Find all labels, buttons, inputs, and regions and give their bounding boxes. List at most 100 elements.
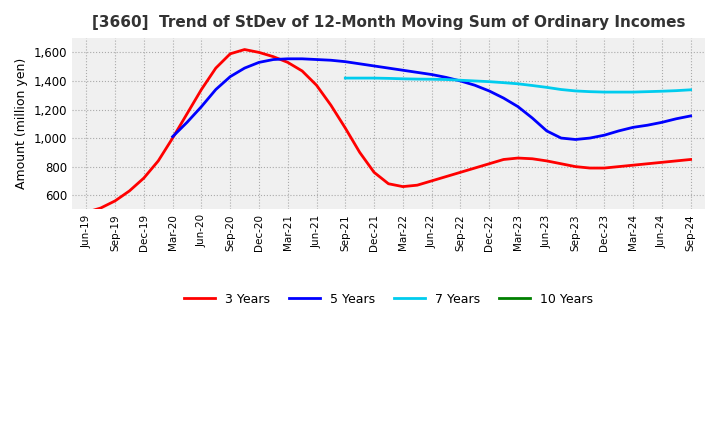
5 Years [456,78,464,84]
3 Years [399,184,408,189]
5 Years [327,58,336,63]
3 Years [427,178,436,183]
5 Years [298,56,307,62]
5 Years [413,70,421,75]
3 Years [614,164,623,169]
3 Years [643,161,652,166]
7 Years [341,75,350,81]
3 Years [140,176,148,181]
7 Years [657,88,666,94]
5 Years [585,136,594,141]
5 Years [212,87,220,92]
3 Years [413,183,421,188]
5 Years [672,116,680,121]
5 Years [168,134,177,139]
7 Years [370,75,379,81]
3 Years [154,158,163,164]
3 Years [441,174,450,179]
3 Years [298,68,307,73]
5 Years [356,61,364,66]
3 Years [327,103,336,108]
5 Years [629,125,637,130]
5 Years [399,68,408,73]
Line: 3 Years: 3 Years [86,50,690,213]
3 Years [585,165,594,171]
3 Years [96,205,105,211]
5 Years [384,66,393,71]
3 Years [312,83,321,88]
5 Years [557,136,565,141]
7 Years [672,88,680,93]
7 Years [499,80,508,85]
5 Years [255,60,264,65]
7 Years [456,77,464,83]
3 Years [686,157,695,162]
5 Years [197,104,206,109]
7 Years [384,76,393,81]
3 Years [183,111,192,117]
7 Years [427,77,436,82]
3 Years [226,51,235,56]
3 Years [255,50,264,55]
7 Years [528,83,536,88]
7 Years [513,81,522,86]
3 Years [557,161,565,166]
5 Years [571,137,580,142]
3 Years [485,161,493,166]
3 Years [600,165,608,171]
5 Years [341,59,350,64]
7 Years [557,87,565,92]
7 Years [571,88,580,94]
5 Years [470,83,479,88]
5 Years [513,104,522,109]
5 Years [226,74,235,79]
3 Years [456,170,464,175]
3 Years [629,162,637,168]
7 Years [614,89,623,95]
Line: 7 Years: 7 Years [346,78,690,92]
3 Years [356,150,364,155]
7 Years [643,89,652,94]
3 Years [499,157,508,162]
7 Years [399,76,408,81]
7 Years [686,87,695,92]
7 Years [470,78,479,84]
3 Years [212,66,220,71]
3 Years [571,164,580,169]
5 Years [441,75,450,80]
3 Years [269,54,278,59]
5 Years [370,63,379,69]
3 Years [542,158,551,164]
Line: 5 Years: 5 Years [173,59,690,139]
7 Years [413,77,421,82]
Title: [3660]  Trend of StDev of 12-Month Moving Sum of Ordinary Incomes: [3660] Trend of StDev of 12-Month Moving… [91,15,685,30]
7 Years [441,77,450,82]
3 Years [284,60,292,65]
3 Years [341,125,350,131]
3 Years [125,188,134,194]
3 Years [168,136,177,141]
7 Years [629,89,637,95]
3 Years [82,210,91,215]
3 Years [197,87,206,92]
3 Years [672,158,680,164]
5 Years [528,115,536,121]
7 Years [485,79,493,84]
5 Years [686,113,695,118]
5 Years [600,132,608,138]
5 Years [499,95,508,101]
5 Years [657,120,666,125]
3 Years [240,47,249,52]
5 Years [614,128,623,134]
5 Years [312,57,321,62]
7 Years [356,75,364,81]
3 Years [370,170,379,175]
7 Years [600,89,608,95]
Legend: 3 Years, 5 Years, 7 Years, 10 Years: 3 Years, 5 Years, 7 Years, 10 Years [179,288,598,311]
7 Years [585,89,594,94]
3 Years [384,181,393,187]
5 Years [542,128,551,134]
3 Years [528,156,536,161]
Y-axis label: Amount (million yen): Amount (million yen) [15,58,28,189]
3 Years [657,160,666,165]
